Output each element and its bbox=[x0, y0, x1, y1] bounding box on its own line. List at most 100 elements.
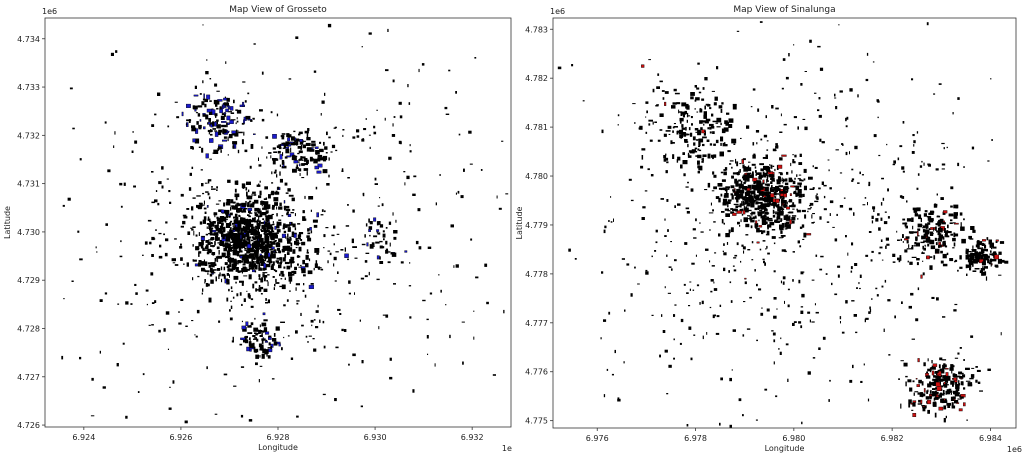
building-mark bbox=[63, 298, 65, 300]
building-mark bbox=[678, 111, 683, 113]
building-mark bbox=[284, 207, 286, 211]
building-mark bbox=[217, 242, 220, 244]
building-mark bbox=[99, 350, 101, 354]
building-mark bbox=[404, 182, 406, 186]
building-mark bbox=[298, 246, 302, 252]
building-mark bbox=[751, 259, 754, 261]
building-mark bbox=[800, 83, 803, 86]
building-mark bbox=[262, 273, 264, 277]
building-mark bbox=[274, 169, 277, 172]
building-mark bbox=[458, 133, 461, 136]
building-mark bbox=[216, 216, 219, 219]
building-mark bbox=[950, 186, 954, 190]
building-mark bbox=[263, 256, 268, 259]
building-mark bbox=[711, 126, 715, 129]
building-mark bbox=[760, 168, 764, 172]
building-mark bbox=[409, 150, 412, 153]
building-mark bbox=[775, 204, 779, 207]
building-mark bbox=[258, 237, 264, 243]
building-mark bbox=[786, 224, 791, 229]
building-mark bbox=[960, 222, 962, 227]
building-mark bbox=[759, 210, 763, 212]
building-mark bbox=[792, 159, 795, 163]
building-mark bbox=[938, 364, 941, 369]
building-mark bbox=[718, 183, 721, 186]
building-mark bbox=[205, 240, 209, 243]
building-mark bbox=[342, 129, 345, 131]
building-mark bbox=[298, 161, 300, 163]
building-mark bbox=[779, 190, 781, 195]
building-mark bbox=[748, 201, 751, 203]
building-mark bbox=[300, 239, 303, 241]
highlighted-building-mark bbox=[744, 277, 747, 280]
building-mark bbox=[294, 240, 297, 245]
building-mark bbox=[96, 251, 98, 253]
building-mark bbox=[721, 179, 726, 182]
building-mark bbox=[769, 203, 773, 206]
building-mark bbox=[295, 287, 297, 291]
building-mark bbox=[942, 390, 945, 395]
building-mark bbox=[389, 242, 391, 247]
building-mark bbox=[654, 121, 657, 123]
building-mark bbox=[751, 198, 755, 201]
building-mark bbox=[247, 92, 250, 95]
building-mark bbox=[757, 188, 760, 193]
building-mark bbox=[227, 179, 231, 183]
building-mark bbox=[246, 254, 250, 258]
building-mark bbox=[290, 256, 295, 261]
building-mark bbox=[206, 226, 208, 229]
building-mark bbox=[344, 247, 346, 252]
building-mark bbox=[922, 407, 926, 412]
building-mark bbox=[723, 243, 725, 246]
building-mark bbox=[208, 130, 210, 135]
building-mark bbox=[923, 233, 927, 237]
building-mark bbox=[264, 221, 268, 227]
building-mark bbox=[259, 355, 261, 358]
building-mark bbox=[95, 246, 97, 249]
building-mark bbox=[710, 202, 712, 206]
building-mark bbox=[261, 353, 265, 359]
building-mark bbox=[205, 283, 209, 287]
highlighted-building-mark bbox=[938, 406, 944, 411]
building-mark bbox=[727, 188, 730, 190]
building-mark bbox=[263, 273, 265, 277]
building-mark bbox=[945, 235, 950, 238]
building-mark bbox=[207, 272, 209, 275]
building-mark bbox=[984, 254, 986, 258]
building-mark bbox=[655, 241, 658, 244]
building-mark bbox=[945, 231, 947, 236]
building-mark bbox=[282, 152, 284, 156]
building-mark bbox=[255, 240, 259, 243]
building-mark bbox=[775, 146, 779, 149]
building-mark bbox=[808, 176, 813, 180]
building-mark bbox=[231, 263, 237, 268]
building-mark bbox=[257, 228, 259, 233]
building-mark bbox=[916, 242, 920, 247]
y-tick-label: 4.782 bbox=[525, 74, 548, 83]
building-mark bbox=[779, 196, 782, 199]
building-mark bbox=[701, 160, 704, 163]
building-mark bbox=[800, 271, 804, 275]
highlighted-building-mark bbox=[777, 164, 783, 169]
building-mark bbox=[937, 221, 942, 225]
building-mark bbox=[751, 184, 757, 190]
building-mark bbox=[250, 322, 254, 326]
building-mark bbox=[256, 220, 258, 224]
building-mark bbox=[198, 124, 202, 129]
building-mark bbox=[751, 241, 754, 244]
building-mark bbox=[230, 286, 233, 290]
building-mark bbox=[711, 90, 715, 92]
building-mark bbox=[313, 70, 317, 73]
building-mark bbox=[927, 409, 930, 414]
building-mark bbox=[801, 293, 805, 298]
building-mark bbox=[968, 235, 972, 239]
building-mark bbox=[79, 158, 82, 161]
building-mark bbox=[501, 140, 504, 142]
building-mark bbox=[214, 130, 218, 132]
building-mark bbox=[259, 267, 262, 270]
building-mark bbox=[67, 197, 71, 201]
x-offset-label: 1e6 bbox=[502, 444, 512, 453]
building-mark bbox=[408, 102, 411, 105]
building-mark bbox=[241, 256, 246, 261]
building-mark bbox=[261, 230, 263, 232]
